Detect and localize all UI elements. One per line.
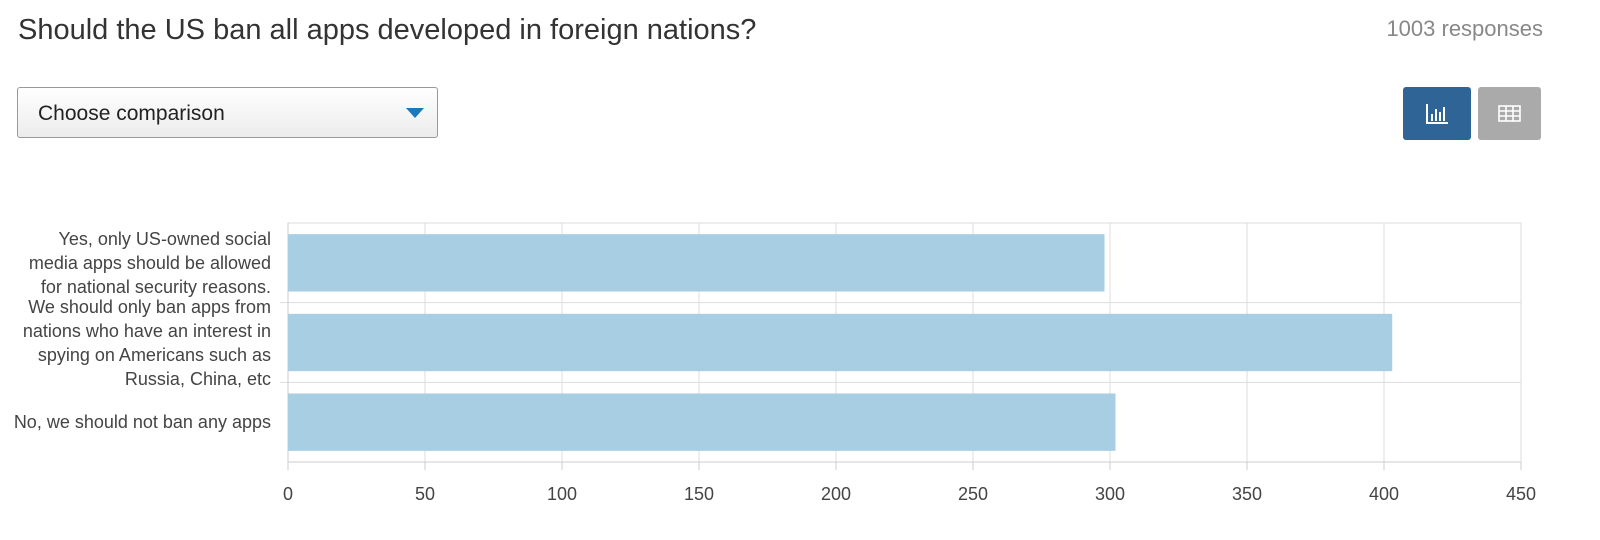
category-label: No, we should not ban any apps	[13, 412, 271, 433]
x-tick-label: 50	[415, 484, 435, 504]
x-tick-label: 200	[821, 484, 851, 504]
category-label: Yes, only US-owned social media apps sho…	[28, 228, 271, 297]
x-tick-label: 300	[1095, 484, 1125, 504]
dropdown-arrow	[406, 108, 424, 118]
question-title: Should the US ban all apps developed in …	[18, 14, 757, 46]
table-view-button[interactable]	[1478, 87, 1541, 140]
x-tick-label: 400	[1369, 484, 1399, 504]
dropdown-label: Choose comparison	[38, 102, 225, 125]
chart-icon	[1426, 104, 1448, 124]
x-tick-label: 450	[1506, 484, 1536, 504]
bar	[288, 393, 1116, 451]
category-label: We should only ban apps from nations who…	[22, 296, 271, 389]
x-tick-label: 0	[283, 484, 293, 504]
x-tick-label: 100	[547, 484, 577, 504]
x-tick-label: 150	[684, 484, 714, 504]
bar	[288, 313, 1393, 372]
table-icon	[1498, 105, 1521, 122]
x-tick-label: 250	[958, 484, 988, 504]
bar	[288, 234, 1105, 292]
comparison-dropdown[interactable]: Choose comparison	[17, 87, 438, 138]
x-tick-label: 350	[1232, 484, 1262, 504]
chart-view-button[interactable]	[1403, 87, 1471, 140]
response-count: 1003 responses	[1386, 16, 1543, 41]
